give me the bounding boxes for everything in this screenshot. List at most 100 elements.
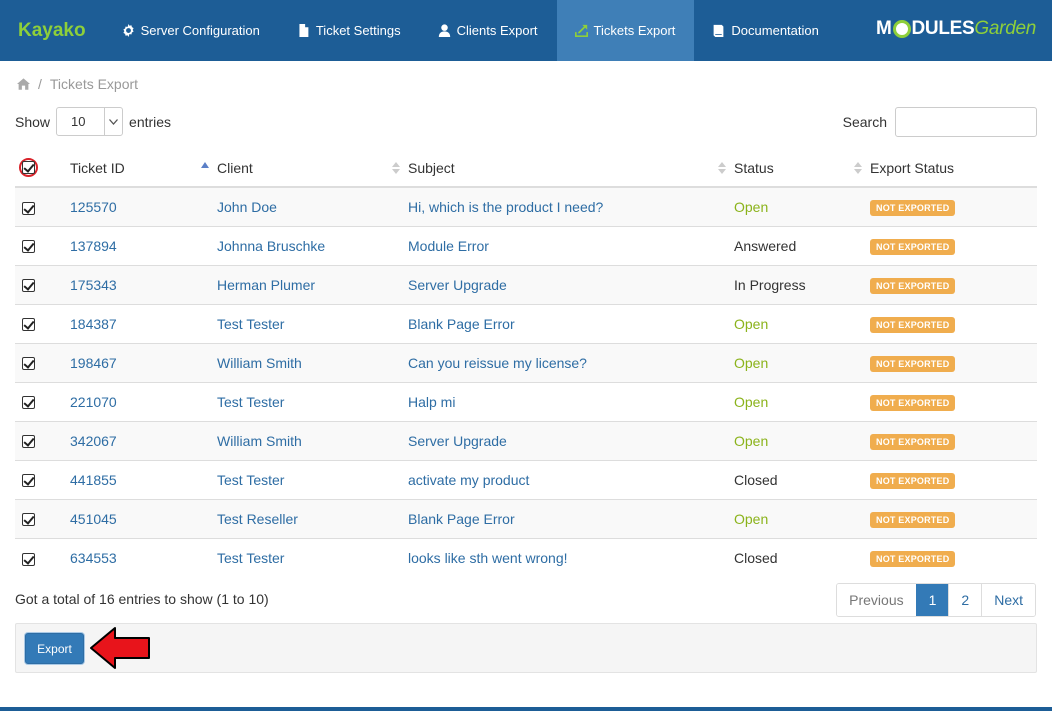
subject-cell: Can you reissue my license?	[408, 342, 734, 382]
client-link[interactable]: Test Tester	[217, 315, 285, 332]
row-checkbox[interactable]	[22, 240, 35, 254]
ticket-id-link[interactable]: 198467	[70, 354, 117, 371]
export-status-badge: NOT EXPORTED	[870, 355, 956, 372]
row-checkbox[interactable]	[22, 201, 35, 215]
table-row[interactable]: 634553 Test Tester looks like sth went wro…	[15, 537, 1037, 577]
header-export-status[interactable]: Export Status	[870, 149, 1037, 188]
ticket-id-link[interactable]: 184387	[70, 315, 117, 332]
client-link[interactable]: Test Tester	[217, 549, 285, 566]
table-row[interactable]: 125570 John Doe Hi, which is the product I…	[15, 186, 1037, 226]
client-link[interactable]: Test Tester	[217, 393, 285, 410]
table-row[interactable]: 221070 Test Tester Halp mi Open NOT EXPORTED	[15, 381, 1037, 421]
table-row[interactable]: 441855 Test Tester activate my product Clos…	[15, 459, 1037, 499]
row-checkbox-cell	[15, 498, 70, 538]
row-checkbox-cell	[15, 225, 70, 265]
export-status-badge: NOT EXPORTED	[870, 433, 956, 450]
status-text: Closed	[734, 471, 778, 488]
export-status-cell: NOT EXPORTED	[870, 537, 1037, 577]
select-all-checkbox[interactable]	[22, 161, 35, 174]
row-checkbox[interactable]	[22, 552, 35, 566]
row-checkbox[interactable]	[22, 474, 35, 488]
ticket-id-cell: 221070	[70, 381, 217, 421]
subject-cell: Hi, which is the product I need?	[408, 186, 734, 226]
client-link[interactable]: Test Tester	[217, 471, 285, 488]
search-input[interactable]	[895, 107, 1037, 137]
ticket-id-cell: 441855	[70, 459, 217, 499]
ticket-id-link[interactable]: 634553	[70, 549, 117, 566]
status-text: Open	[734, 393, 769, 410]
nav-documentation[interactable]: Documentation	[694, 0, 837, 61]
nav-server-configuration[interactable]: Server Configuration	[104, 0, 279, 61]
subject-link[interactable]: activate my product	[408, 471, 530, 488]
nav-ticket-settings[interactable]: Ticket Settings	[279, 0, 420, 61]
row-checkbox[interactable]	[22, 435, 35, 449]
ticket-id-cell: 184387	[70, 303, 217, 343]
ticket-id-link[interactable]: 175343	[70, 276, 117, 293]
subject-link[interactable]: Halp mi	[408, 393, 456, 410]
page-size-select[interactable]: 10	[56, 107, 124, 136]
client-link[interactable]: William Smith	[217, 432, 302, 449]
client-cell: Johnna Bruschke	[217, 225, 408, 265]
client-cell: Test Tester	[217, 459, 408, 499]
previous-button[interactable]: Previous	[837, 584, 916, 616]
row-checkbox-cell	[15, 264, 70, 304]
subject-link[interactable]: Blank Page Error	[408, 315, 515, 332]
client-link[interactable]: John Doe	[217, 198, 277, 215]
subject-link[interactable]: Server Upgrade	[408, 276, 507, 293]
home-icon[interactable]	[17, 78, 30, 90]
client-cell: John Doe	[217, 186, 408, 226]
subject-link[interactable]: Can you reissue my license?	[408, 354, 587, 371]
top-navbar: Kayako Server Configuration Ticket Setti…	[0, 0, 1052, 61]
subject-link[interactable]: looks like sth went wrong!	[408, 549, 568, 566]
table-row[interactable]: 175343 Herman Plumer Server Upgrade In Prog…	[15, 264, 1037, 304]
table-header-row: Ticket ID Client Subject Status Export S…	[15, 149, 1037, 188]
next-button[interactable]: Next	[981, 584, 1035, 616]
subject-link[interactable]: Blank Page Error	[408, 510, 515, 527]
page-2-button[interactable]: 2	[948, 584, 982, 616]
sort-icon	[392, 162, 400, 174]
ticket-id-link[interactable]: 125570	[70, 198, 117, 215]
brand-name[interactable]: Kayako	[18, 20, 86, 41]
nav-label: Tickets Export	[593, 23, 676, 38]
sort-icon	[718, 162, 726, 174]
client-link[interactable]: William Smith	[217, 354, 302, 371]
header-subject[interactable]: Subject	[408, 149, 734, 188]
table-row[interactable]: 451045 Test Reseller Blank Page Error Open N…	[15, 498, 1037, 538]
subject-link[interactable]: Hi, which is the product I need?	[408, 198, 604, 215]
row-checkbox[interactable]	[22, 513, 35, 527]
header-ticket-id[interactable]: Ticket ID	[70, 149, 217, 188]
ticket-id-cell: 634553	[70, 537, 217, 577]
ticket-id-link[interactable]: 441855	[70, 471, 117, 488]
ticket-id-link[interactable]: 342067	[70, 432, 117, 449]
subject-link[interactable]: Server Upgrade	[408, 432, 507, 449]
row-checkbox[interactable]	[22, 318, 35, 332]
ticket-id-link[interactable]: 137894	[70, 237, 117, 254]
client-cell: Test Tester	[217, 303, 408, 343]
status-cell: Open	[734, 186, 870, 226]
table-row[interactable]: 184387 Test Tester Blank Page Error Open NOT…	[15, 303, 1037, 343]
ticket-id-cell: 342067	[70, 420, 217, 460]
table-row[interactable]: 198467 William Smith Can you reissue my li…	[15, 342, 1037, 382]
export-button[interactable]: Export	[25, 633, 84, 664]
header-client[interactable]: Client	[217, 149, 408, 188]
nav-clients-export[interactable]: Clients Export	[420, 0, 557, 61]
modulesgarden-logo: M DULES Garden	[875, 18, 1036, 39]
row-checkbox[interactable]	[22, 357, 35, 371]
client-link[interactable]: Test Reseller	[217, 510, 298, 527]
table-row[interactable]: 342067 William Smith Server Upgrade Open NOT…	[15, 420, 1037, 460]
row-checkbox-cell	[15, 459, 70, 499]
row-checkbox[interactable]	[22, 396, 35, 410]
table-row[interactable]: 137894 Johnna Bruschke Module Error Answere…	[15, 225, 1037, 265]
ticket-id-link[interactable]: 221070	[70, 393, 117, 410]
row-checkbox[interactable]	[22, 279, 35, 293]
nav-tickets-export[interactable]: Tickets Export	[556, 0, 695, 61]
header-status[interactable]: Status	[734, 149, 870, 188]
subject-link[interactable]: Module Error	[408, 237, 489, 254]
client-link[interactable]: Herman Plumer	[217, 276, 316, 293]
client-link[interactable]: Johnna Bruschke	[217, 237, 326, 254]
client-cell: Test Tester	[217, 537, 408, 577]
page-1-button[interactable]: 1	[915, 584, 949, 616]
subject-cell: Halp mi	[408, 381, 734, 421]
file-icon	[299, 24, 309, 37]
ticket-id-link[interactable]: 451045	[70, 510, 117, 527]
